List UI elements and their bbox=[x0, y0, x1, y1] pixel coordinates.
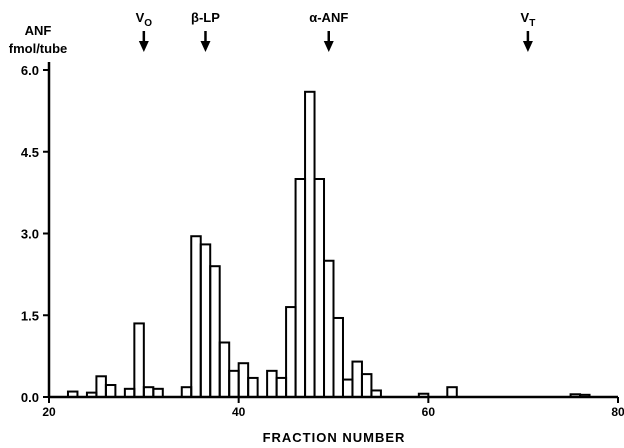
histogram-bar bbox=[209, 265, 221, 399]
arrowhead-icon bbox=[138, 41, 149, 52]
histogram-bar bbox=[370, 389, 382, 398]
x-axis-label: FRACTION NUMBER bbox=[263, 430, 406, 445]
x-tick-label: 60 bbox=[422, 405, 436, 419]
histogram-bar bbox=[351, 360, 363, 399]
histogram bbox=[66, 90, 591, 399]
annotation-marker: VO bbox=[136, 10, 153, 52]
x-tick-label: 40 bbox=[232, 405, 246, 419]
arrowhead-icon bbox=[200, 41, 211, 52]
annotation-label: β-LP bbox=[191, 10, 220, 25]
y-tick-label: 6.0 bbox=[21, 63, 39, 78]
histogram-bar bbox=[95, 375, 107, 399]
histogram-bar bbox=[190, 235, 202, 398]
histogram-bar bbox=[85, 391, 98, 399]
histogram-bar bbox=[579, 393, 591, 399]
histogram-bar bbox=[199, 243, 212, 398]
histogram-bar bbox=[446, 386, 458, 399]
arrowhead-icon bbox=[323, 41, 334, 52]
histogram-bar bbox=[152, 387, 164, 399]
y-tick-label: 4.5 bbox=[21, 145, 39, 160]
y-tick-label: 3.0 bbox=[21, 227, 39, 242]
histogram-bar bbox=[237, 362, 250, 398]
histogram-bar bbox=[180, 386, 193, 399]
histogram-bar bbox=[133, 322, 145, 398]
axis-ticks: 0.0 1.5 3.0 4.5 6.0 20 40 60 80 bbox=[21, 63, 624, 419]
annotation-label: α-ANF bbox=[309, 10, 348, 25]
histogram-bar bbox=[294, 178, 307, 398]
y-tick-label: 1.5 bbox=[21, 308, 39, 323]
y-tick-label: 0.0 bbox=[21, 390, 39, 405]
histogram-bar bbox=[275, 376, 288, 398]
histogram-bar bbox=[569, 393, 582, 398]
histogram-bar bbox=[266, 369, 278, 398]
y-axis-label-line2: fmol/tube bbox=[9, 41, 68, 56]
y-axis-label-line1: ANF bbox=[25, 23, 52, 38]
y-axis-label: ANF fmol/tube bbox=[9, 23, 68, 56]
x-tick-label: 20 bbox=[42, 405, 56, 419]
annotation-label: VT bbox=[521, 10, 536, 29]
histogram-bar bbox=[323, 259, 335, 398]
arrowhead-icon bbox=[522, 41, 533, 52]
histogram-bar bbox=[247, 376, 259, 398]
histogram-bar bbox=[66, 390, 79, 398]
annotation-marker: VT bbox=[521, 10, 536, 52]
histogram-bar bbox=[218, 341, 231, 398]
histogram-bar bbox=[417, 392, 430, 399]
histogram-bar bbox=[341, 378, 354, 398]
x-tick-label: 80 bbox=[611, 405, 624, 419]
histogram-bar bbox=[142, 386, 155, 399]
annotations: VO β-LP α-ANF VT bbox=[136, 10, 536, 52]
annotation-marker: α-ANF bbox=[309, 10, 348, 52]
histogram-bar bbox=[360, 373, 373, 398]
histogram-bar bbox=[332, 316, 344, 399]
histogram-bar bbox=[313, 178, 326, 398]
histogram-bar bbox=[304, 90, 316, 399]
histogram-bar bbox=[285, 306, 297, 399]
histogram-bar bbox=[228, 369, 240, 398]
histogram-bar bbox=[104, 384, 117, 399]
annotation-label: VO bbox=[136, 10, 153, 29]
annotation-marker: β-LP bbox=[191, 10, 220, 52]
